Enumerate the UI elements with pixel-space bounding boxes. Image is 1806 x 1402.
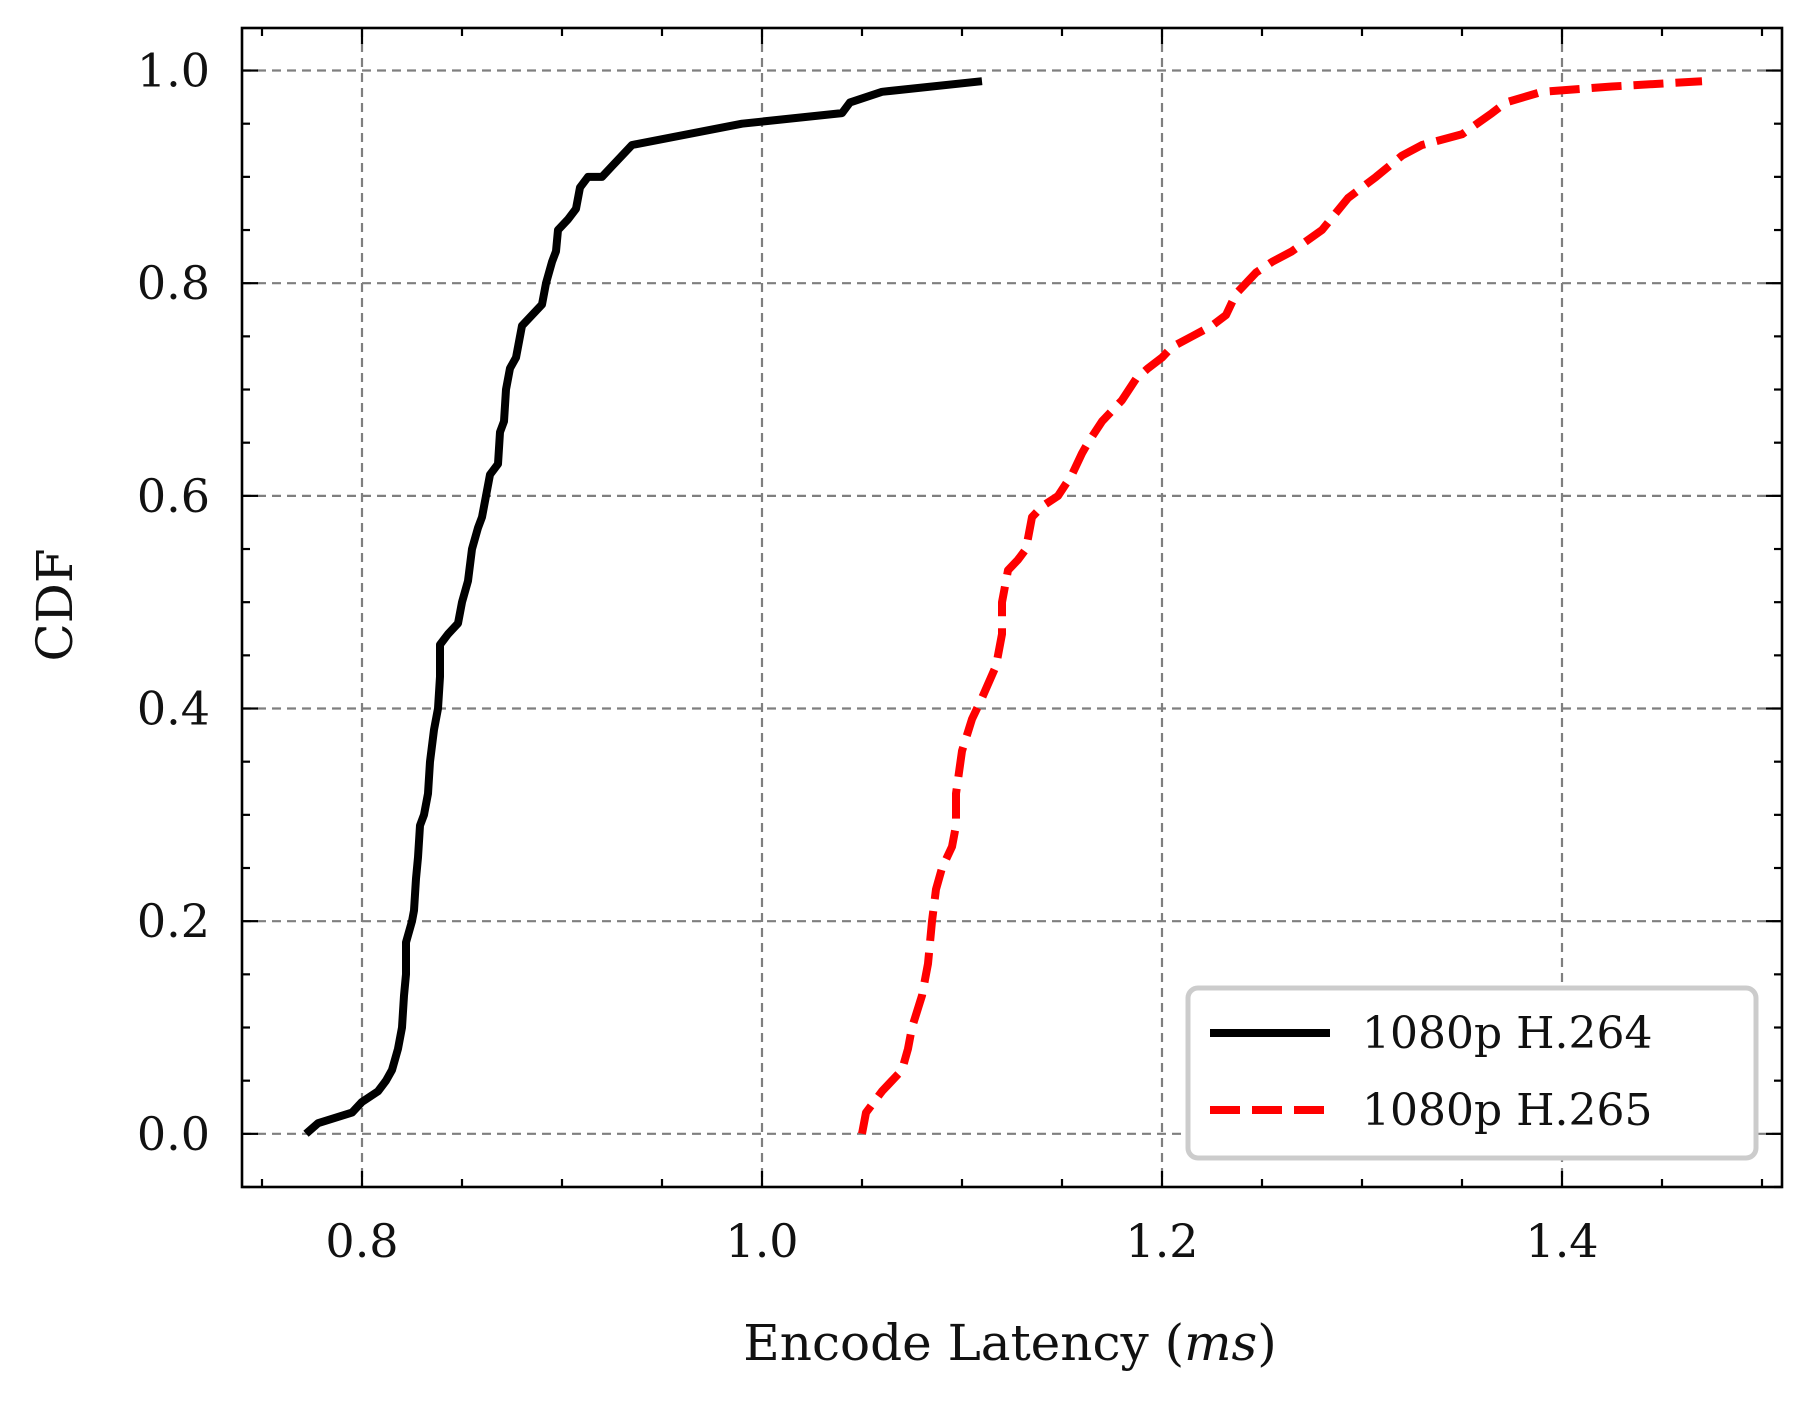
axis-ticks xyxy=(242,28,1782,1189)
legend: 1080p H.264 1080p H.265 xyxy=(1185,985,1759,1161)
series-line-h264 xyxy=(303,77,983,1137)
legend-label-h265: 1080p H.265 xyxy=(1362,1085,1652,1136)
x-tick-label: 1.4 xyxy=(1525,1214,1598,1268)
x-tick-label: 1.0 xyxy=(725,1214,798,1268)
x-tick-label: 0.8 xyxy=(325,1214,398,1268)
plot-frame xyxy=(240,26,1784,1189)
y-tick-label: 0.4 xyxy=(137,682,210,736)
y-tick-label: 0.6 xyxy=(137,469,210,523)
y-axis-label: CDF xyxy=(26,548,84,661)
series-lines xyxy=(303,77,1703,1137)
x-axis-label: Encode Latency (ms) xyxy=(743,1314,1276,1372)
y-tick-label: 0.0 xyxy=(137,1107,210,1161)
legend-label-h264: 1080p H.264 xyxy=(1362,1008,1652,1059)
y-tick-label: 0.8 xyxy=(137,256,210,310)
x-tick-label: 1.2 xyxy=(1125,1214,1198,1268)
y-tick-label: 1.0 xyxy=(137,44,210,98)
y-tick-label: 0.2 xyxy=(137,894,210,948)
y-tick-labels: 0.0 0.2 0.4 0.6 0.8 1.0 xyxy=(137,44,210,1161)
x-tick-labels: 0.8 1.0 1.2 1.4 xyxy=(325,1214,1598,1268)
